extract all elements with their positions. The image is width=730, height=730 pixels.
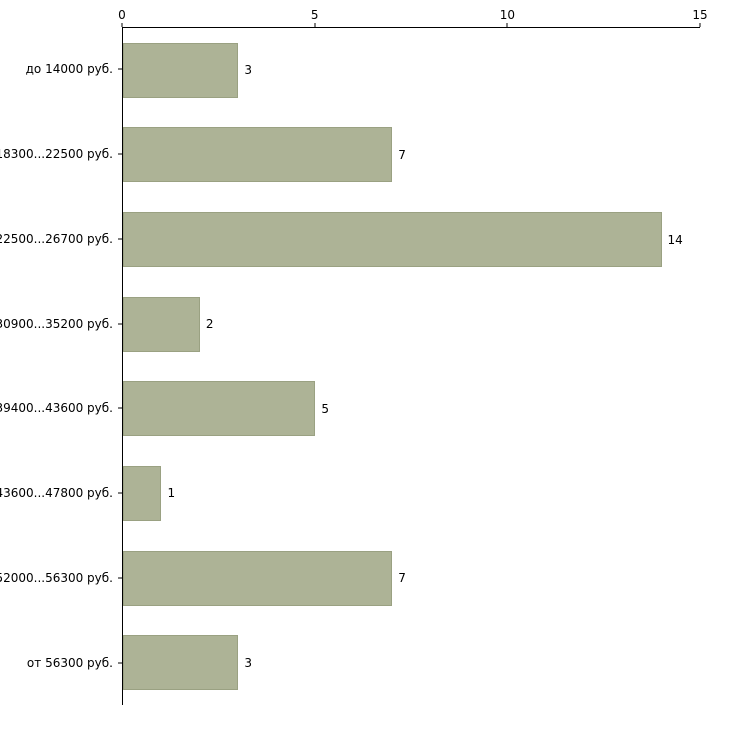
x-tick-mark: [699, 23, 701, 27]
bar: [123, 212, 662, 268]
bar-row: 7: [123, 536, 700, 621]
value-label: 3: [244, 63, 253, 78]
y-tick-mark: [118, 662, 122, 664]
category-labels: до 14000 руб. 18300...22500 руб. 22500...2…: [0, 27, 117, 705]
x-tick-mark: [121, 23, 123, 27]
bar-row: 14: [123, 197, 700, 282]
category-label: 22500...26700 руб.: [0, 231, 113, 246]
value-label: 5: [321, 401, 329, 416]
x-axis-tick-marks: [121, 23, 701, 27]
category-label: 52000...56300 руб.: [0, 570, 113, 585]
x-tick-label: 5: [310, 8, 319, 22]
bar: [123, 42, 239, 98]
x-tick-label: 10: [499, 8, 515, 22]
y-tick-mark: [118, 577, 122, 579]
plot-area: 3 7 14 2 5 1 7 3: [122, 27, 700, 705]
category-label: 43600...47800 руб.: [0, 486, 113, 501]
x-tick-mark: [506, 23, 508, 27]
bar: [123, 465, 162, 521]
value-label: 14: [667, 232, 683, 247]
bar: [123, 127, 393, 183]
category-label: 39400...43600 руб.: [0, 401, 113, 416]
category-label: 30900...35200 руб.: [0, 316, 113, 331]
bar: [123, 550, 393, 606]
value-label: 3: [244, 655, 253, 670]
value-label: 2: [205, 317, 214, 332]
y-tick-mark: [118, 68, 122, 70]
bar-row: 3: [123, 28, 700, 113]
x-axis-tick-labels: 0 5 10 15: [118, 8, 707, 22]
bar-row: 1: [123, 451, 700, 536]
y-tick-mark: [118, 238, 122, 240]
x-tick-label: 15: [692, 8, 708, 22]
bar: [123, 381, 316, 437]
bar-row: 5: [123, 367, 700, 452]
category-label: от 56300 руб.: [26, 655, 113, 670]
value-label: 7: [398, 571, 406, 586]
value-label: 7: [398, 147, 406, 162]
y-tick-mark: [118, 492, 122, 494]
x-tick-label: 0: [118, 8, 126, 22]
bar-row: 3: [123, 620, 700, 705]
y-tick-mark: [118, 323, 122, 325]
category-label: 18300...22500 руб.: [0, 147, 113, 162]
x-tick-mark: [314, 23, 316, 27]
value-label: 1: [167, 486, 176, 501]
bar-row: 7: [123, 113, 700, 198]
y-tick-mark: [118, 153, 122, 155]
y-tick-mark: [118, 407, 122, 409]
bar: [123, 635, 239, 691]
bar: [123, 296, 200, 352]
category-label: до 14000 руб.: [25, 62, 113, 77]
y-axis-tick-marks: [118, 27, 122, 705]
bar-rows: 3 7 14 2 5 1 7 3: [123, 28, 700, 705]
bar-row: 2: [123, 282, 700, 367]
